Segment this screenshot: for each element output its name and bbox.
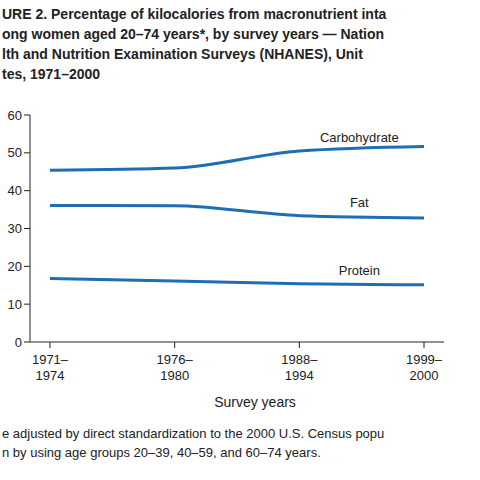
svg-text:1976–1980: 1976–1980 bbox=[157, 352, 194, 383]
html-text:tes, 1971–2000: tes, 1971–2000 bbox=[2, 66, 101, 82]
svg-text:1999–2000: 1999–2000 bbox=[406, 352, 443, 383]
html-text:e adjusted by direct standardi: e adjusted by direct standardization to … bbox=[2, 426, 385, 441]
html-text:Survey years: Survey years bbox=[214, 394, 296, 410]
svg-text:Protein: Protein bbox=[339, 263, 380, 278]
svg-text:20: 20 bbox=[8, 259, 22, 274]
svg-text:Carbohydrate: Carbohydrate bbox=[320, 130, 399, 145]
svg-text:10: 10 bbox=[8, 297, 22, 312]
svg-text:60: 60 bbox=[8, 108, 22, 123]
svg-text:1971–1974: 1971–1974 bbox=[32, 352, 69, 383]
html-text:URE 2. Percentage of kilocalor: URE 2. Percentage of kilocalories from m… bbox=[2, 6, 387, 22]
html-text:lth and Nutrition Examination: lth and Nutrition Examination Surveys (N… bbox=[2, 46, 363, 62]
svg-text:30: 30 bbox=[8, 221, 22, 236]
svg-text:Fat: Fat bbox=[350, 195, 369, 210]
svg-text:50: 50 bbox=[8, 145, 22, 160]
svg-text:0: 0 bbox=[15, 335, 22, 350]
html-text:n by using age groups 20–39, 4: n by using age groups 20–39, 40–59, and … bbox=[2, 445, 321, 460]
html-text:ong women aged 20–74 years*, b: ong women aged 20–74 years*, by survey y… bbox=[2, 26, 385, 42]
svg-text:1988–1994: 1988–1994 bbox=[281, 352, 318, 383]
svg-text:40: 40 bbox=[8, 183, 22, 198]
